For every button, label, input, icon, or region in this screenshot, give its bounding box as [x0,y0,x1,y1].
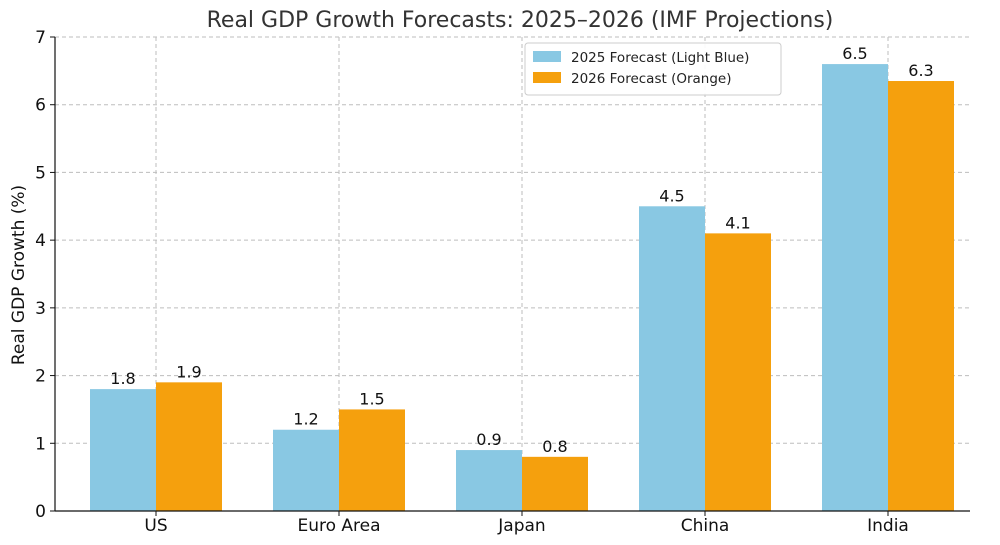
bar-2025-india [822,64,888,511]
y-tick-label: 6 [35,96,46,116]
x-tick-label: Euro Area [297,516,380,536]
x-tick-label: India [867,516,909,536]
data-label: 6.5 [842,44,867,63]
legend-swatch [533,51,561,62]
axes: 0 1 2 3 4 5 6 7 US Euro Area Japan China India [35,28,970,536]
y-axis-label: Real GDP Growth (%) [9,185,29,365]
x-tick-label: China [681,516,730,536]
data-label: 4.5 [659,186,684,205]
legend-box [524,42,782,96]
y-tick-label: 4 [35,231,46,251]
data-label: 0.9 [476,430,501,449]
bar-2026-euro-area [339,409,405,511]
bar-2025-us [90,389,156,511]
data-label: 0.8 [542,437,567,456]
y-tick-label: 0 [35,502,46,522]
y-tick-label: 1 [35,434,46,454]
y-tick-label: 5 [35,163,46,183]
y-tick-label: 2 [35,367,46,387]
data-label: 4.1 [725,213,750,232]
bar-2026-japan [522,456,588,511]
data-label: 1.9 [176,362,201,381]
data-label: 6.3 [908,61,933,80]
legend-entry-label: 2025 Forecast (Light Blue) [571,50,749,66]
legend-swatch [533,72,561,83]
data-labels: 1.8 1.2 0.9 4.5 6.5 1.9 1.5 0.8 4.1 6.3 [110,44,933,456]
bar-2026-us [156,382,222,511]
data-label: 1.8 [110,369,135,388]
bar-2026-china [705,233,771,511]
x-tick-label: US [144,516,167,536]
data-label: 1.5 [359,389,384,408]
chart-title: Real GDP Growth Forecasts: 2025–2026 (IM… [207,8,834,33]
y-tick-label: 3 [35,299,46,319]
legend-entry-label: 2026 Forecast (Orange) [571,71,731,87]
bar-2025-euro-area [273,429,339,511]
x-tick-label: Japan [497,516,545,536]
y-tick-label: 7 [35,28,46,48]
bar-2025-japan [456,450,522,511]
bar-2026-india [888,81,954,511]
bar-2025-china [639,206,705,512]
bars [90,64,954,512]
legend: 2025 Forecast (Light Blue) 2026 Forecast … [524,42,782,96]
data-label: 1.2 [293,410,318,429]
